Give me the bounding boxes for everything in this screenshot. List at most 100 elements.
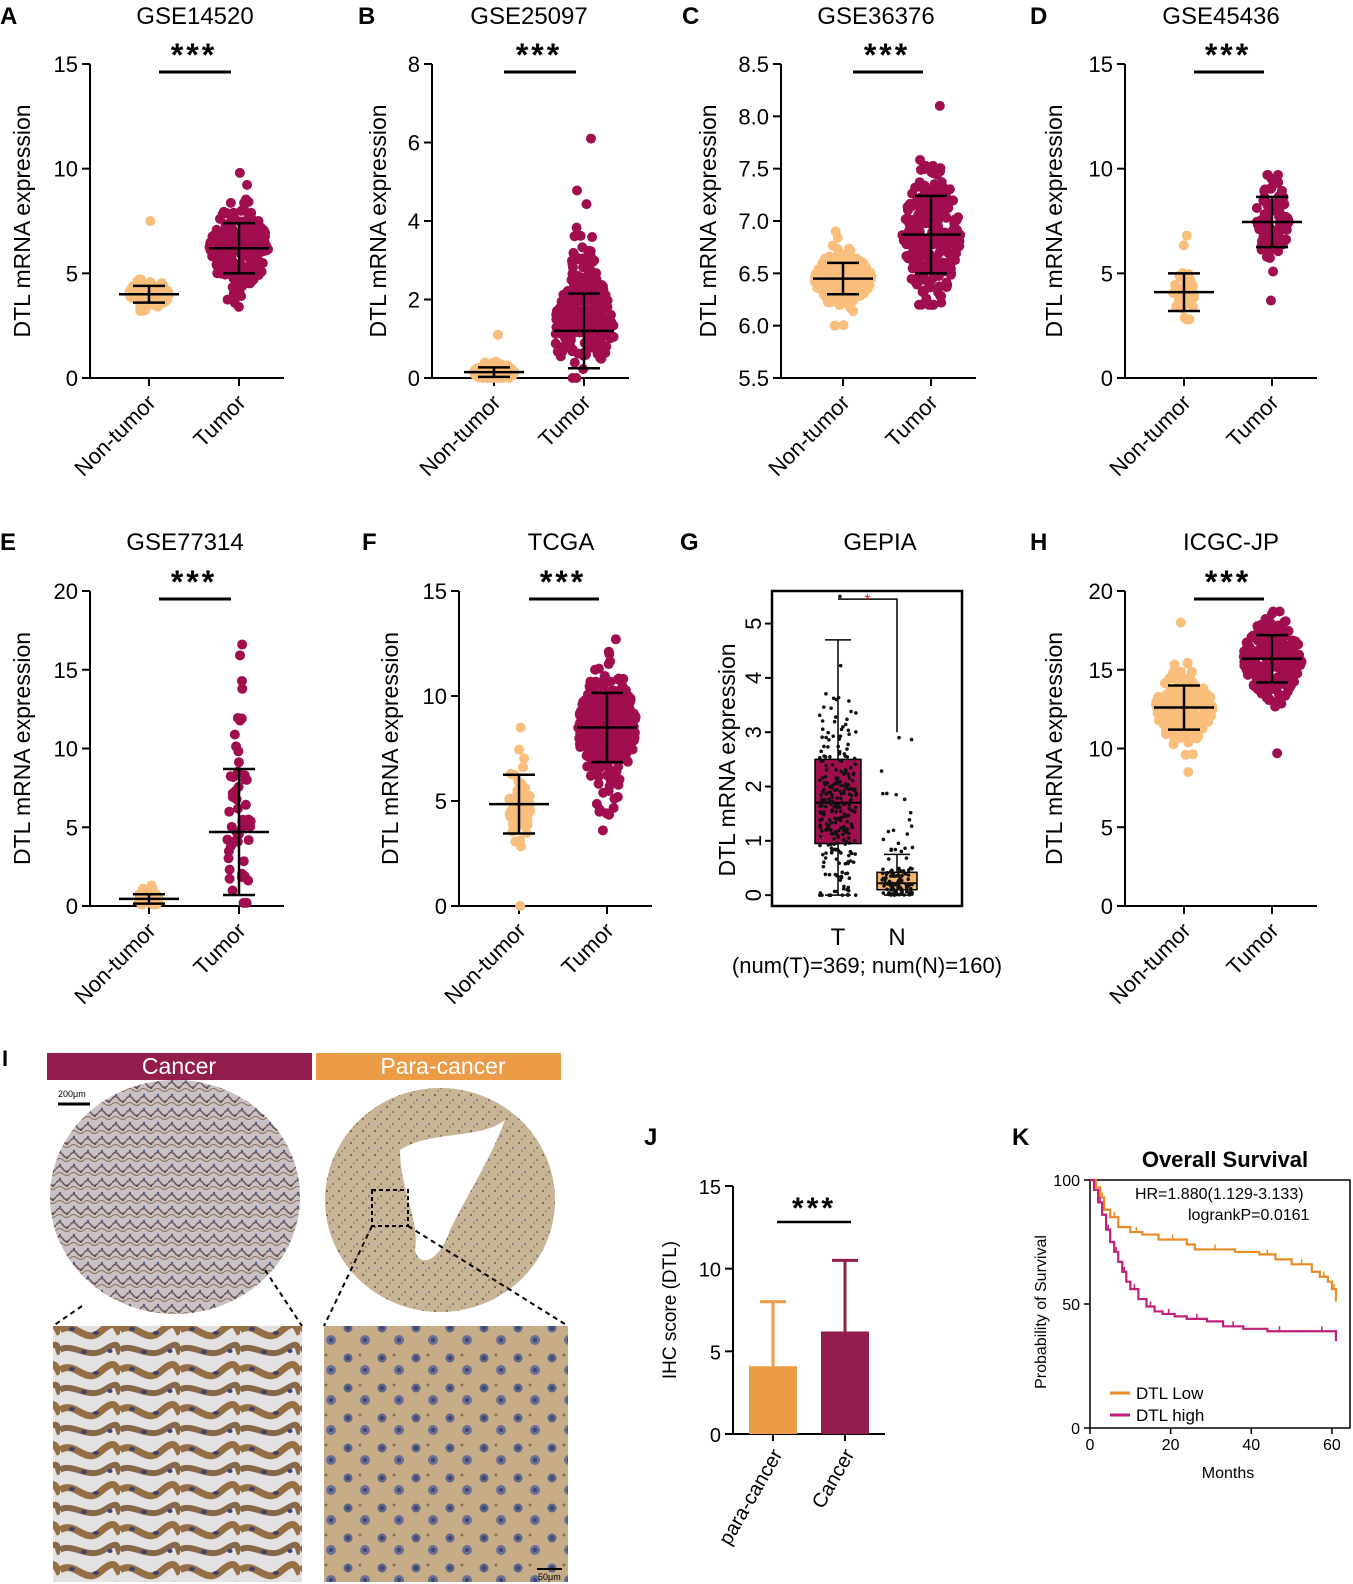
data-point [902, 797, 907, 802]
data-point [926, 275, 937, 286]
y-tick-label: 0 [710, 1425, 721, 1447]
data-point [568, 284, 579, 295]
data-point [830, 783, 834, 788]
cancer-tissue-core [50, 1080, 300, 1314]
data-point [849, 851, 854, 856]
panel-b: B GSE25097 0 2 4 6 8 Non-tumor Tumor DTL mRNA exp… [358, 3, 629, 481]
data-point [1280, 616, 1291, 627]
x-tick-label: Non-tumor [1104, 390, 1195, 481]
data-point [820, 719, 825, 723]
data-point [591, 268, 602, 279]
x-tick-label: T [831, 924, 846, 951]
data-point [854, 730, 858, 734]
x-tick-label: Non-tumor [69, 918, 160, 1009]
data-point [851, 772, 856, 777]
data-point [838, 594, 842, 599]
y-tick-label: 10 [1089, 157, 1113, 182]
data-point [1265, 225, 1276, 236]
data-point [584, 307, 595, 318]
data-point [847, 806, 852, 811]
data-point [1184, 314, 1195, 325]
data-point [620, 706, 631, 717]
data-point [1280, 690, 1291, 701]
x-tick-label: Non-tumor [414, 390, 505, 481]
data-point [893, 874, 898, 878]
data-point [904, 856, 909, 860]
data-point [566, 255, 577, 266]
data-point [840, 870, 845, 875]
data-point [833, 715, 838, 719]
data-point [884, 876, 888, 881]
data-point [593, 778, 604, 789]
data-point [826, 730, 830, 735]
data-point [835, 841, 839, 845]
data-point [222, 834, 233, 845]
data-point [827, 738, 831, 742]
data-point [925, 299, 936, 310]
data-point [820, 803, 824, 808]
y-tick-label: 5 [66, 261, 78, 286]
data-point [507, 826, 518, 837]
data-point [881, 891, 886, 895]
data-point [597, 710, 608, 721]
data-point [889, 882, 893, 887]
data-point [1164, 698, 1175, 709]
data-point [838, 663, 843, 668]
chart-title: GSE25097 [470, 3, 587, 30]
data-point [603, 646, 614, 657]
data-point [589, 738, 600, 749]
legend-label: DTL Low [1136, 1384, 1204, 1403]
para-zoom-line-left [323, 1225, 373, 1327]
data-point [842, 838, 846, 842]
data-point [577, 284, 588, 295]
data-point [830, 849, 834, 853]
data-point [586, 133, 597, 144]
data-point [838, 320, 849, 331]
data-point [844, 782, 848, 786]
data-point [907, 263, 918, 274]
data-point [241, 897, 252, 908]
data-point [1292, 668, 1303, 679]
data-point [851, 860, 856, 864]
data-point [251, 250, 262, 261]
data-point [824, 251, 835, 262]
data-point [602, 302, 613, 313]
data-point [822, 705, 826, 709]
data-point [849, 765, 853, 770]
data-point [849, 786, 854, 791]
significance-label: *** [171, 564, 217, 600]
x-tick-label: 40 [1242, 1437, 1260, 1454]
data-point [492, 329, 503, 340]
chart-title: TCGA [528, 529, 595, 556]
x-tick-label: para-cancer [715, 1445, 788, 1549]
data-point [940, 262, 951, 273]
data-point [1273, 177, 1284, 188]
y-tick-label: 0 [66, 366, 78, 391]
data-point [834, 889, 839, 894]
data-point [1187, 282, 1198, 293]
data-point [580, 259, 591, 270]
data-point [240, 774, 251, 785]
data-point [581, 199, 592, 210]
para-zoom-line-right [407, 1225, 569, 1327]
data-point [567, 373, 578, 383]
data-point [838, 789, 843, 794]
panel-j: J 0 5 10 15 IHC score (DTL) para-cancer Cancer *… [644, 1124, 885, 1549]
x-tick-label: Non-tumor [763, 390, 854, 481]
data-point [575, 230, 586, 241]
data-point [842, 802, 847, 807]
data-point [1158, 707, 1169, 718]
data-point [217, 234, 228, 245]
data-point [823, 872, 828, 877]
data-point [907, 188, 918, 199]
y-tick-label: 5.5 [738, 366, 769, 391]
data-point [599, 674, 610, 685]
data-point [229, 729, 240, 740]
panel-i: I Cancer Para-cancer 200μm 50μm [2, 1046, 569, 1582]
data-point [820, 798, 824, 802]
data-point [818, 843, 822, 848]
data-point [852, 756, 857, 761]
data-point [845, 747, 849, 751]
data-point [944, 184, 955, 195]
data-point [824, 768, 829, 772]
